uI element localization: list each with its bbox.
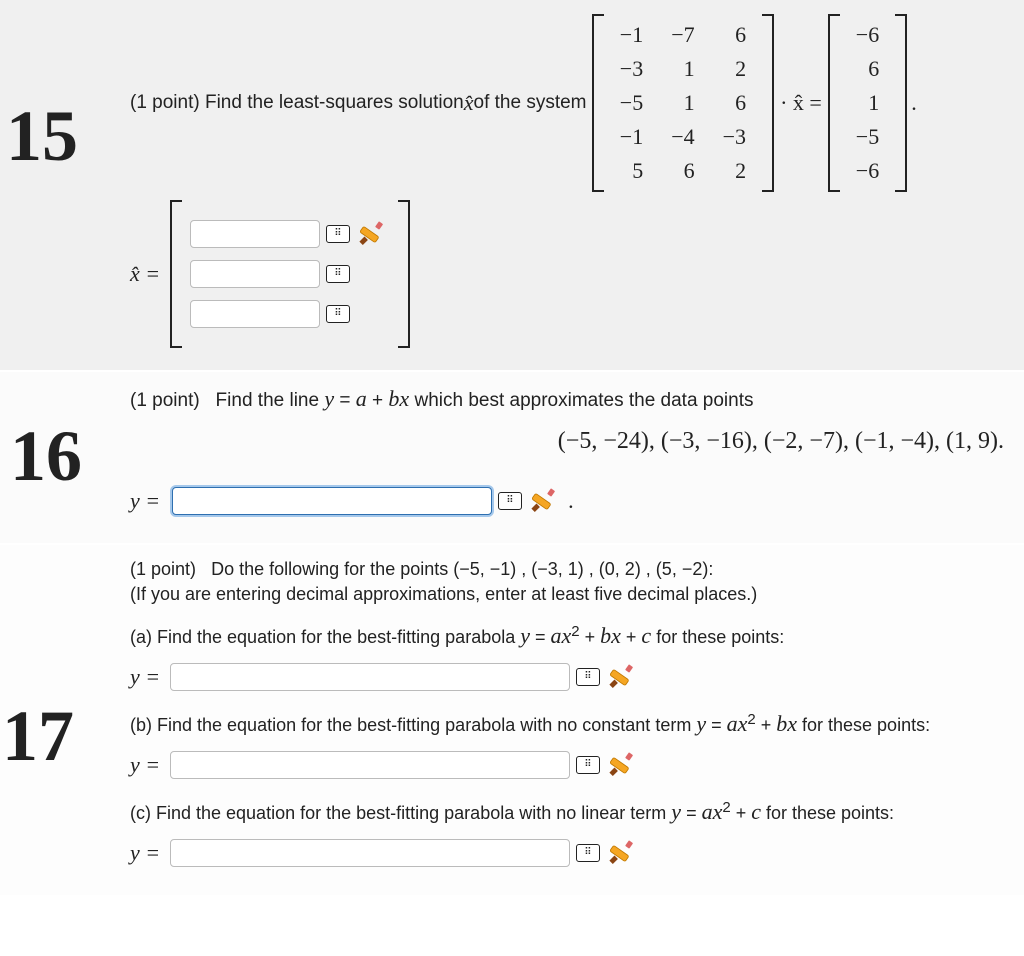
points-label: (1 point) <box>130 559 196 579</box>
vector-cell: 6 <box>842 52 893 86</box>
data-points: (−5, −24), (−3, −16), (−2, −7), (−1, −4)… <box>130 428 1012 455</box>
keypad-icon[interactable]: ⠿ <box>576 668 600 686</box>
dot-xhat-equals: · x̂ = <box>780 90 822 116</box>
annotation-15: 15 <box>6 100 78 172</box>
matrix-cell: −7 <box>657 18 708 52</box>
keypad-icon[interactable]: ⠿ <box>498 492 522 510</box>
matrix-cell: 6 <box>657 154 708 188</box>
answer-input-15-3[interactable] <box>190 300 320 328</box>
keypad-icon[interactable]: ⠿ <box>326 225 350 243</box>
period: . <box>911 90 917 116</box>
problem-17-intro-a: (1 point) Do the following for the point… <box>130 559 1012 580</box>
matrix-cell: 6 <box>709 18 760 52</box>
matrix-cell: 2 <box>709 154 760 188</box>
matrix-A: −1−76−312−516−1−4−3562 <box>592 14 774 192</box>
prompt-text: Find the least-squares solution <box>205 92 464 114</box>
matrix-cell: −3 <box>606 52 657 86</box>
matrix-cell: −5 <box>606 86 657 120</box>
points-label: (1 point) <box>130 390 200 411</box>
part-a-text: (a) Find the equation for the best-fitti… <box>130 623 1012 649</box>
xhat-equals: x̂ = <box>130 261 160 287</box>
trailing-period: . <box>568 488 574 514</box>
answer-input-17c[interactable] <box>170 839 570 867</box>
problem-16: (1 point) Find the line y = a + bx which… <box>0 372 1024 543</box>
keypad-icon[interactable]: ⠿ <box>576 844 600 862</box>
pencil-icon[interactable] <box>356 221 390 247</box>
vector-b: −661−5−6 <box>828 14 907 192</box>
matrix-cell: −1 <box>606 18 657 52</box>
matrix-cell: −1 <box>606 120 657 154</box>
prompt-text: Find the line y = a + bx which best appr… <box>216 390 754 411</box>
matrix-cell: 1 <box>657 86 708 120</box>
matrix-cell: −4 <box>657 120 708 154</box>
annotation-16: 16 <box>10 420 82 492</box>
problem-17: (1 point) Do the following for the point… <box>0 545 1024 895</box>
matrix-cell: 6 <box>709 86 760 120</box>
points-label: (1 point) <box>130 92 200 114</box>
vector-cell: −6 <box>842 18 893 52</box>
pencil-icon[interactable] <box>528 488 562 514</box>
pencil-icon[interactable] <box>606 664 640 690</box>
pencil-icon[interactable] <box>606 752 640 778</box>
keypad-icon[interactable]: ⠿ <box>326 305 350 323</box>
part-b-text: (b) Find the equation for the best-fitti… <box>130 711 1012 737</box>
answer-input-16[interactable] <box>172 487 492 515</box>
problem-15-prompt: (1 point) Find the least-squares solutio… <box>130 14 1012 192</box>
y-equals-c: y = <box>130 840 160 866</box>
matrix-cell: 2 <box>709 52 760 86</box>
y-equals-b: y = <box>130 752 160 778</box>
matrix-cell: 5 <box>606 154 657 188</box>
answer-input-15-1[interactable] <box>190 220 320 248</box>
matrix-cell: 1 <box>657 52 708 86</box>
prompt-text-post: of the system <box>474 92 587 114</box>
keypad-icon[interactable]: ⠿ <box>326 265 350 283</box>
y-equals-a: y = <box>130 664 160 690</box>
problem-17-intro-b: (If you are entering decimal approximati… <box>130 584 1012 605</box>
vector-cell: −6 <box>842 154 893 188</box>
intro-text: Do the following for the points (−5, −1)… <box>211 559 713 579</box>
matrix-cell: −3 <box>709 120 760 154</box>
annotation-17: 17 <box>2 700 74 772</box>
answer-vector-bracket: ⠿ ⠿ ⠿ <box>170 200 410 348</box>
answer-input-17b[interactable] <box>170 751 570 779</box>
problem-16-prompt: (1 point) Find the line y = a + bx which… <box>130 386 1012 412</box>
part-c-text: (c) Find the equation for the best-fitti… <box>130 799 1012 825</box>
y-equals: y = <box>130 488 160 514</box>
vector-cell: 1 <box>842 86 893 120</box>
pencil-icon[interactable] <box>606 840 640 866</box>
xhat-symbol: x̂ <box>464 90 474 116</box>
answer-input-15-2[interactable] <box>190 260 320 288</box>
answer-input-17a[interactable] <box>170 663 570 691</box>
keypad-icon[interactable]: ⠿ <box>576 756 600 774</box>
vector-cell: −5 <box>842 120 893 154</box>
problem-15: (1 point) Find the least-squares solutio… <box>0 0 1024 370</box>
